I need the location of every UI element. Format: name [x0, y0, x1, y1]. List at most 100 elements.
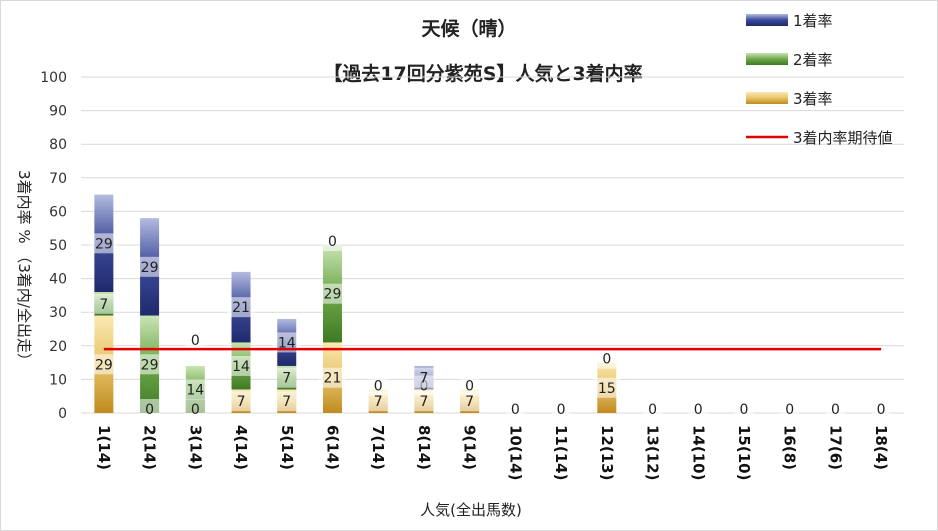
x-tick-label: 3(14) [186, 425, 204, 470]
data-label-bg [688, 399, 708, 419]
data-label: 7 [282, 394, 291, 410]
x-tick-label: 10(14) [506, 425, 524, 480]
legend: 1着率 2着率 3着率 3着内率期待値 [746, 12, 893, 147]
legend-label: 3着率 [793, 90, 833, 108]
x-tick-label: 5(14) [278, 425, 296, 470]
data-label: 14 [232, 359, 250, 375]
x-tick-label: 7(14) [369, 425, 387, 470]
data-label: 7 [419, 371, 428, 387]
x-axis-title: 人気(全出馬数) [420, 501, 522, 519]
data-label: 14 [278, 335, 296, 351]
y-axis-title: 3着内率 % （3着内/全出走） [15, 170, 33, 368]
data-label: 0 [511, 402, 520, 418]
y-tick-label: 50 [49, 238, 67, 254]
y-tick-label: 40 [49, 272, 67, 288]
bars [94, 194, 617, 413]
legend-swatch [746, 14, 788, 26]
data-label-bg [185, 399, 205, 419]
data-label: 21 [324, 371, 342, 387]
x-tick-label: 8(14) [415, 425, 433, 470]
data-label-bg [135, 256, 164, 277]
x-tick-label: 15(10) [735, 425, 753, 480]
data-label-bg [185, 329, 205, 350]
x-tick-label: 16(8) [781, 425, 799, 470]
data-label: 15 [598, 381, 616, 397]
data-label: 7 [282, 371, 291, 387]
data-label: 7 [419, 394, 428, 410]
data-label-bg [368, 375, 388, 396]
data-label: 0 [191, 402, 200, 418]
data-label-bg [780, 399, 800, 419]
data-label-bg [227, 355, 256, 376]
data-label-bg [734, 399, 754, 419]
data-label: 0 [191, 333, 200, 349]
x-tick-label: 13(12) [644, 425, 662, 480]
y-tick-label: 100 [40, 70, 67, 86]
data-label-bg [414, 367, 434, 388]
data-label: 0 [648, 402, 657, 418]
data-label-bg [871, 399, 891, 419]
x-tick-label: 2(14) [141, 425, 159, 470]
y-tick-label: 30 [49, 305, 67, 321]
data-label-bg [318, 283, 347, 304]
x-tick-label: 17(6) [826, 425, 844, 470]
data-label-bg [460, 375, 480, 396]
data-label: 0 [465, 378, 474, 394]
y-tick-label: 0 [58, 406, 67, 422]
y-tick-label: 20 [49, 339, 67, 355]
data-label-bg [89, 233, 118, 254]
data-label-bg [368, 391, 388, 412]
data-label: 29 [324, 287, 342, 303]
chart-title: 天候（晴） [421, 17, 516, 40]
data-label-bg [551, 399, 571, 419]
y-tick-label: 90 [49, 104, 67, 120]
y-tick-label: 60 [49, 204, 67, 220]
data-label: 0 [602, 352, 611, 368]
data-label-bg [414, 391, 434, 412]
x-tick-label: 6(14) [323, 425, 341, 470]
data-label-bg [460, 391, 480, 412]
y-tick-label: 70 [49, 171, 67, 187]
data-label: 29 [95, 357, 113, 373]
data-label-bg [277, 391, 297, 412]
data-label-bg [140, 399, 160, 419]
legend-label: 3着内率期待値 [793, 129, 893, 147]
data-label-bg [592, 377, 621, 398]
x-tick-label: 9(14) [461, 425, 479, 470]
data-label-bg [825, 399, 845, 419]
data-label: 0 [557, 402, 566, 418]
data-label-bg [94, 293, 114, 314]
data-label: 0 [145, 402, 154, 418]
x-tick-label: 1(14) [95, 425, 113, 470]
data-label-bg [227, 297, 256, 318]
x-tick-label: 18(4) [872, 425, 890, 470]
data-label-bg [181, 379, 210, 400]
chart-subtitle: 【過去17回分紫苑S】人気と3着内率 [323, 62, 642, 85]
data-label: 14 [186, 382, 204, 398]
data-labels: 2972902929014071421771421290707077000150… [89, 231, 891, 419]
x-tick-label: 12(13) [598, 425, 616, 480]
data-label: 7 [237, 394, 246, 410]
data-label-bg [89, 354, 118, 375]
y-axis-ticks: 0 10 20 30 40 50 60 70 80 90 100 [40, 70, 67, 422]
data-label: 0 [694, 402, 703, 418]
data-label-bg [231, 391, 251, 412]
data-label: 7 [374, 394, 383, 410]
x-tick-label: 14(10) [689, 425, 707, 480]
legend-label: 2着率 [793, 51, 833, 69]
legend-swatch [746, 53, 788, 65]
data-label-bg [272, 332, 301, 353]
y-tick-label: 10 [49, 372, 67, 388]
data-label: 0 [785, 402, 794, 418]
data-label: 7 [99, 297, 108, 313]
x-tick-label: 11(14) [552, 425, 570, 480]
x-tick-label: 4(14) [232, 425, 250, 470]
data-label-bg [597, 348, 617, 369]
data-label-bg [318, 367, 347, 388]
legend-label: 1着率 [793, 12, 833, 30]
y-tick-label: 80 [49, 137, 67, 153]
data-label: 0 [740, 402, 749, 418]
data-label-bg [277, 367, 297, 388]
